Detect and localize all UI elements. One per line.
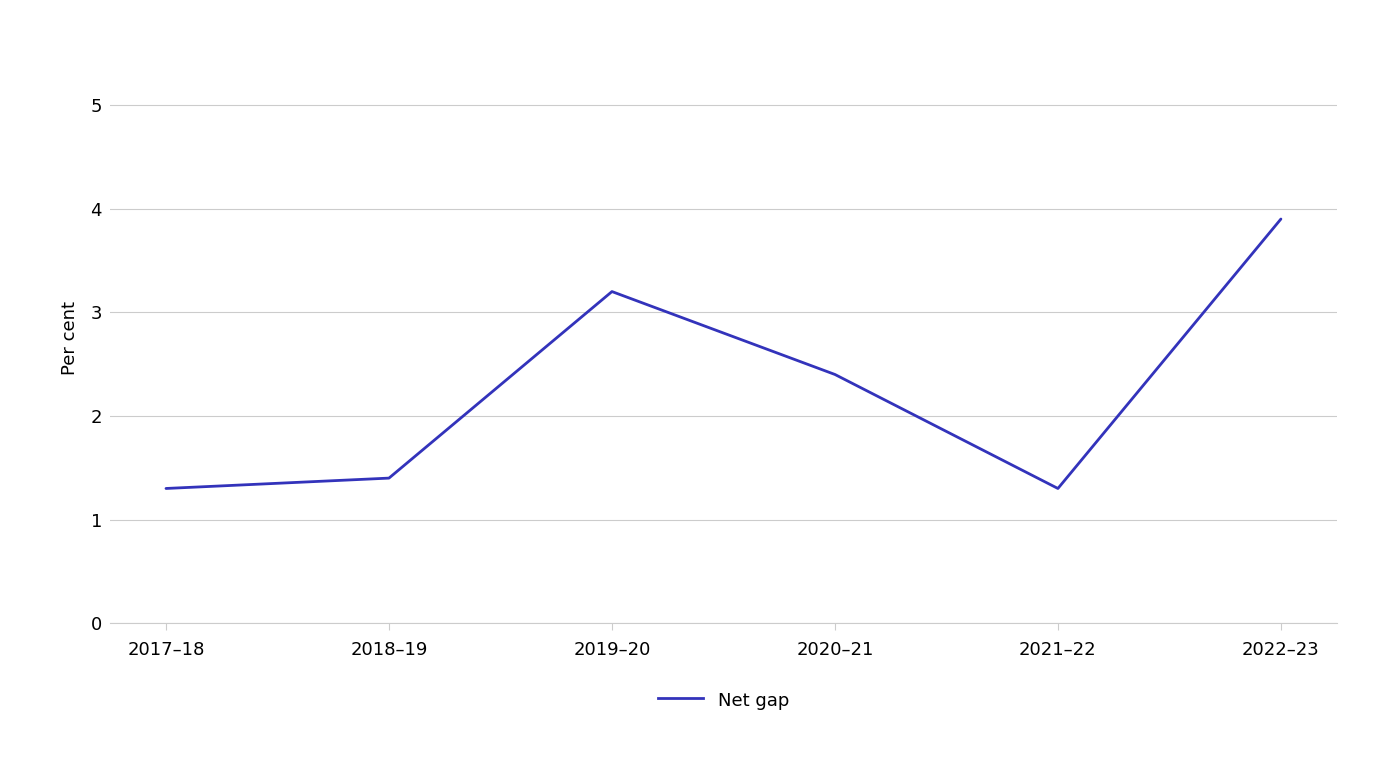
Legend: Net gap: Net gap (650, 684, 796, 717)
Y-axis label: Per cent: Per cent (61, 301, 80, 375)
